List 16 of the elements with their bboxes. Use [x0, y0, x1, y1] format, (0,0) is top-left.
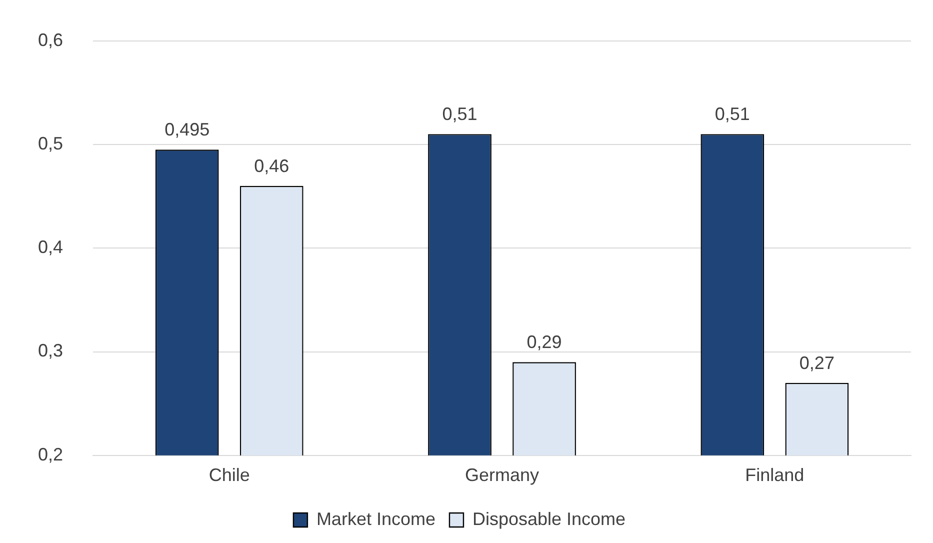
data-label: 0,29	[526, 332, 562, 352]
y-tick-label: 0,6	[38, 30, 64, 50]
x-tick-label: Chile	[208, 465, 250, 486]
data-label: 0,27	[799, 352, 834, 373]
x-tick-label: Finland	[745, 465, 804, 486]
legend-label: Market Income	[316, 508, 436, 529]
y-tick-label: 0,3	[38, 340, 64, 361]
data-label: 0,51	[442, 104, 478, 124]
y-tick-label: 0,5	[38, 133, 64, 154]
data-label: 0,51	[714, 104, 750, 124]
x-tick-label: Germany	[464, 465, 540, 486]
legend-label: Disposable Income	[472, 508, 626, 529]
data-label: 0,46	[254, 156, 290, 176]
y-tick-label: 0,2	[38, 444, 64, 464]
data-label: 0,495	[164, 120, 210, 140]
y-tick-label: 0,4	[38, 237, 64, 258]
